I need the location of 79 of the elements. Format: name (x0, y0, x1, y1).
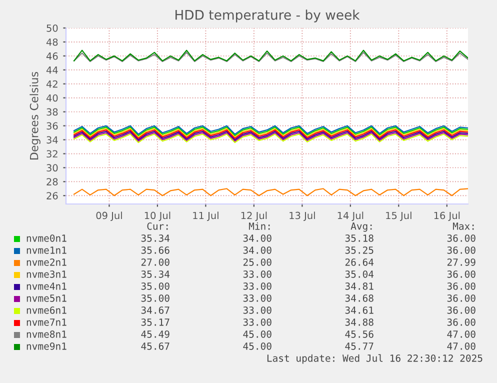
x-tick-label: 12 Jul (241, 212, 267, 221)
legend-label: nvme2n1 (26, 258, 66, 266)
text: Avg: (350, 222, 372, 232)
y-tick-label: 26 (46, 192, 58, 200)
text: 34.61 (345, 306, 374, 314)
y-tick-label: 30 (46, 164, 58, 172)
text: 36.00 (447, 234, 476, 242)
text: Cur: (147, 222, 168, 230)
x-tick-label: 16 Jul (434, 212, 460, 221)
y-tick-label: 48 (46, 38, 58, 46)
text: 33.00 (243, 318, 272, 326)
text: 36.00 (447, 306, 476, 314)
text: 45.56 (345, 330, 374, 338)
text: 35.17 (141, 318, 170, 326)
text: 34.00 (243, 234, 272, 242)
y-tick-label: 42 (46, 80, 58, 88)
text: 35.00 (141, 282, 170, 290)
text: 45.49 (141, 330, 170, 338)
text: Min: (248, 222, 270, 230)
text: 27.99 (447, 258, 476, 266)
text: 33.00 (243, 270, 272, 278)
y-tick-label: 28 (46, 178, 58, 186)
text: 36.00 (447, 270, 476, 278)
x-tick-label: 13 Jul (290, 212, 315, 221)
y-tick-label: 36 (46, 122, 58, 130)
legend-label: nvme6n1 (26, 306, 66, 314)
x-tick-label: 14 Jul (338, 212, 364, 221)
text: 35.18 (345, 234, 374, 242)
text: 35.66 (141, 246, 170, 254)
y-tick-label: 40 (46, 94, 58, 102)
legend-label: nvme4n1 (26, 282, 66, 290)
line-series (73, 188, 468, 196)
text: 25.00 (243, 258, 272, 266)
text: 45.67 (141, 342, 170, 350)
y-tick-label: 44 (46, 66, 58, 74)
text: 35.34 (141, 270, 170, 278)
text: 35.04 (345, 270, 374, 278)
legend-label: nvme8n1 (26, 330, 66, 338)
text: 34.68 (345, 294, 374, 302)
y-tick-label: 46 (46, 52, 58, 60)
text: 33.00 (243, 282, 272, 290)
text: 34.00 (243, 246, 272, 254)
text: 36.00 (447, 318, 476, 326)
text: 47.00 (447, 330, 476, 338)
text: 34.67 (141, 306, 170, 314)
text: 47.00 (447, 342, 476, 350)
text: 45.00 (243, 342, 272, 350)
text: 36.00 (447, 282, 476, 290)
legend-label: nvme9n1 (26, 342, 66, 350)
text: 33.00 (243, 306, 272, 314)
text: 34.88 (345, 318, 374, 326)
text: Max: (452, 222, 474, 230)
y-tick-label: 50 (46, 24, 58, 32)
x-tick-label: 11 Jul (193, 212, 218, 221)
y-tick-label: 34 (46, 136, 58, 144)
text: Last update: Wed Jul 16 22:30:12 2025 (267, 354, 482, 364)
text: 26.64 (345, 258, 374, 266)
text: 36.00 (447, 246, 476, 254)
text: 34.81 (345, 282, 374, 290)
y-tick-label: 38 (46, 108, 58, 116)
y-axis-title: Degrees Celsius (30, 72, 40, 160)
chart-title: HDD temperature - by week (176, 10, 360, 22)
y-tick-label: 32 (46, 150, 58, 158)
legend-label: nvme5n1 (26, 294, 66, 302)
text: 35.00 (141, 294, 170, 302)
text: 27.00 (141, 258, 170, 266)
x-tick-label: 15 Jul (386, 212, 412, 221)
text: 45.00 (243, 330, 272, 338)
text: 35.34 (141, 234, 170, 242)
text: 36.00 (447, 294, 476, 302)
text: 45.77 (345, 342, 374, 350)
legend-label: nvme1n1 (26, 246, 66, 254)
x-tick-label: 10 Jul (144, 212, 170, 221)
text: 33.00 (243, 294, 272, 302)
x-tick-label: 09 Jul (96, 212, 122, 221)
legend-label: nvme3n1 (26, 270, 66, 278)
text: 35.25 (345, 246, 374, 254)
legend-label: nvme7n1 (26, 318, 66, 326)
legend-label: nvme0n1 (26, 234, 66, 242)
